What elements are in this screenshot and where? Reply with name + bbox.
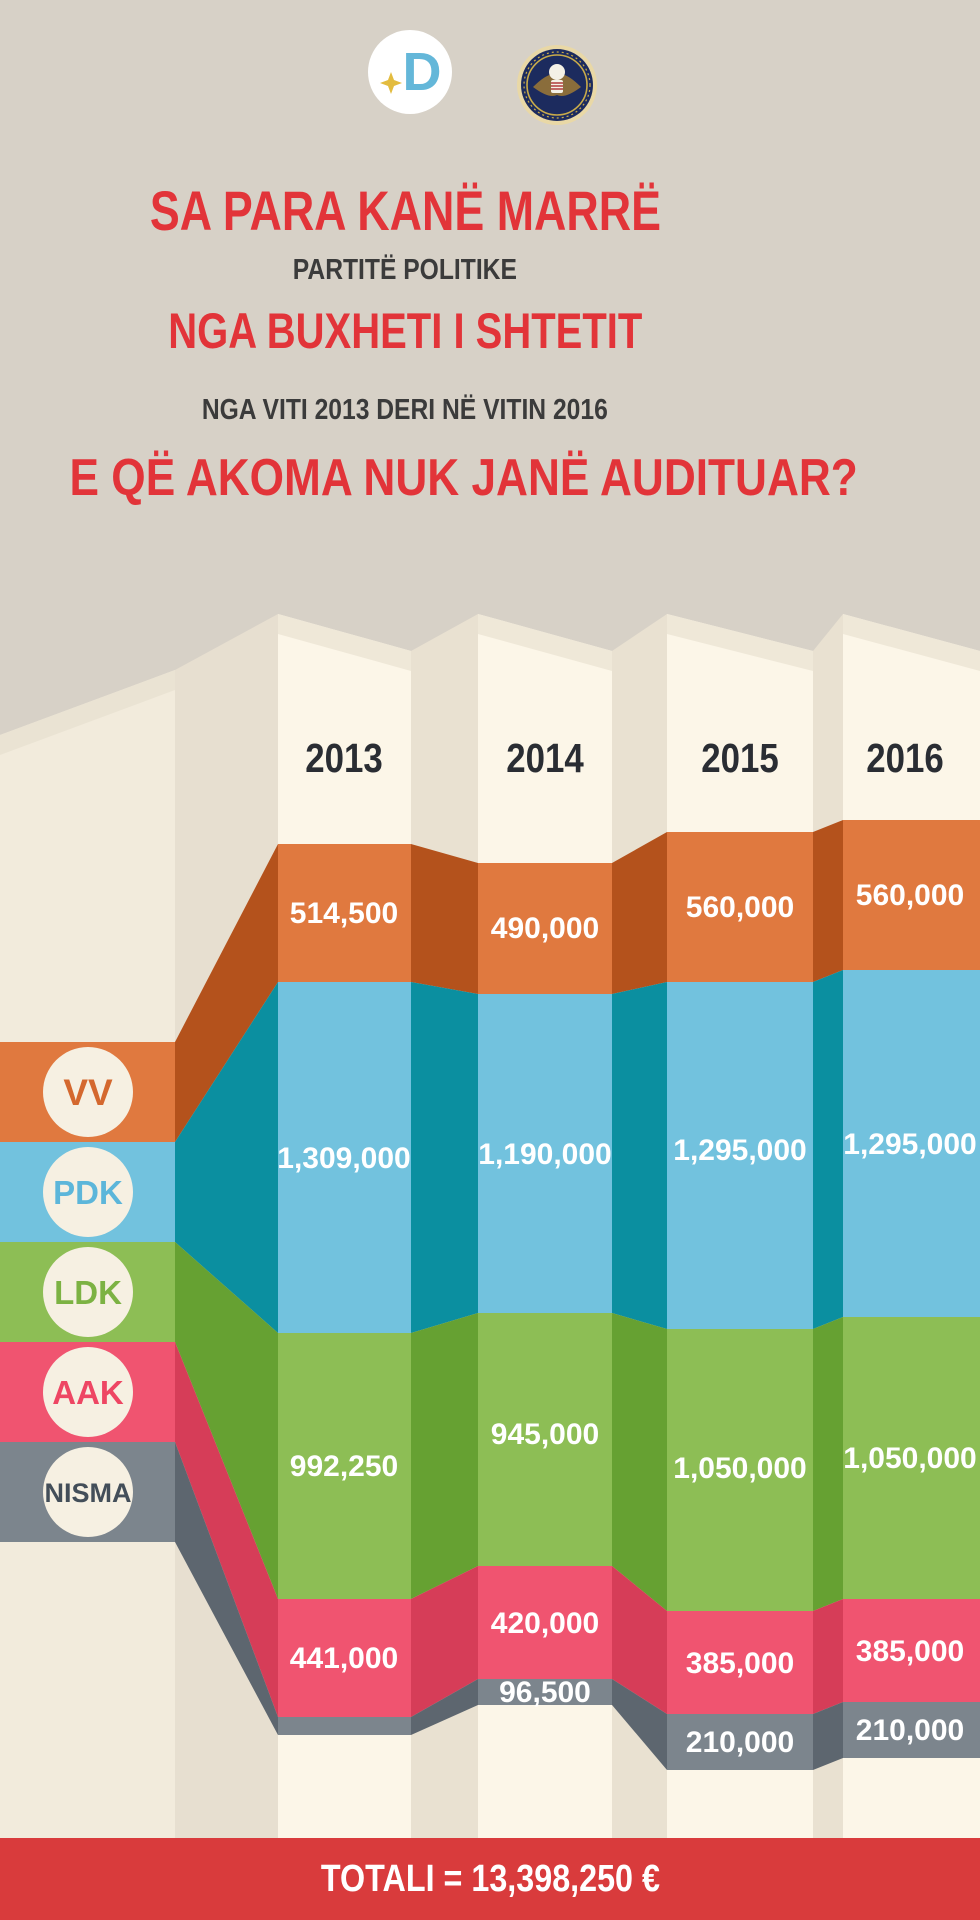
value-pdk-2014: 1,190,000 bbox=[478, 1138, 611, 1171]
legend: VV PDK LDK AAK NISMA bbox=[43, 1047, 133, 1537]
value-aak-2016: 385,000 bbox=[856, 1635, 964, 1668]
value-vv-2015: 560,000 bbox=[686, 891, 794, 924]
year-axis: 2013 2014 2015 2016 bbox=[305, 736, 943, 781]
value-nisma-2014: 96,500 bbox=[499, 1676, 591, 1709]
year-label-2013: 2013 bbox=[305, 736, 382, 781]
value-pdk-2015: 1,295,000 bbox=[673, 1134, 806, 1167]
legend-item-nisma: NISMA bbox=[43, 1447, 133, 1537]
value-aak-2015: 385,000 bbox=[686, 1647, 794, 1680]
legend-label-vv: VV bbox=[63, 1072, 113, 1113]
legend-label-nisma: NISMA bbox=[45, 1478, 132, 1508]
value-vv-2013: 514,500 bbox=[290, 897, 398, 930]
datum-d-logo-icon: D bbox=[368, 30, 452, 114]
ribbon-ldk bbox=[0, 1242, 980, 1611]
value-aak-2014: 420,000 bbox=[491, 1607, 599, 1640]
value-pdk-2013: 1,309,000 bbox=[277, 1142, 410, 1175]
value-vv-2016: 560,000 bbox=[856, 879, 964, 912]
ribbon-pdk bbox=[0, 970, 980, 1333]
page-title-text: SA PARA KANË MARRË bbox=[149, 179, 661, 242]
ribbon-aak bbox=[0, 1342, 980, 1717]
total-bar: TOTALI = 13,398,250 € bbox=[0, 1838, 980, 1920]
legend-label-pdk: PDK bbox=[53, 1174, 123, 1211]
year-label-2015: 2015 bbox=[701, 736, 778, 781]
year-label-2016: 2016 bbox=[866, 736, 943, 781]
legend-item-pdk: PDK bbox=[43, 1147, 133, 1237]
value-nisma-2015: 210,000 bbox=[686, 1726, 794, 1759]
page-title: SA PARA KANË MARRË bbox=[0, 178, 810, 243]
legend-item-vv: VV bbox=[43, 1047, 133, 1137]
value-ldk-2013: 992,250 bbox=[290, 1450, 398, 1483]
legend-item-ldk: LDK bbox=[43, 1247, 133, 1337]
header-logos: D bbox=[0, 24, 980, 154]
subtitle-period-text: NGA VITI 2013 DERI NË VITIN 2016 bbox=[202, 394, 608, 426]
subtitle-2-text: NGA BUXHETI I SHTETIT bbox=[167, 303, 643, 359]
subtitle-question-text: E QË AKOMA NUK JANË AUDITUAR? bbox=[69, 449, 858, 507]
subtitle-question: E QË AKOMA NUK JANË AUDITUAR? bbox=[0, 448, 858, 508]
value-ldk-2015: 1,050,000 bbox=[673, 1452, 806, 1485]
ribbon-vv bbox=[0, 820, 980, 1142]
legend-item-aak: AAK bbox=[43, 1347, 133, 1437]
value-vv-2014: 490,000 bbox=[491, 912, 599, 945]
value-aak-2013: 441,000 bbox=[290, 1642, 398, 1675]
legend-label-ldk: LDK bbox=[54, 1274, 122, 1311]
subtitle-2: NGA BUXHETI I SHTETIT bbox=[0, 302, 810, 360]
us-embassy-seal-icon bbox=[517, 45, 597, 125]
value-pdk-2016: 1,295,000 bbox=[843, 1128, 976, 1161]
legend-label-aak: AAK bbox=[52, 1374, 124, 1411]
year-label-2014: 2014 bbox=[506, 736, 583, 781]
value-nisma-2016: 210,000 bbox=[856, 1714, 964, 1747]
value-ldk-2016: 1,050,000 bbox=[843, 1442, 976, 1475]
subtitle-1-text: PARTITË POLITIKE bbox=[292, 254, 518, 286]
svg-text:D: D bbox=[403, 42, 442, 102]
subtitle-1: PARTITË POLITIKE bbox=[0, 254, 810, 287]
subtitle-period: NGA VITI 2013 DERI NË VITIN 2016 bbox=[0, 394, 810, 427]
value-labels: 514,500 490,000 560,000 560,000 1,309,00… bbox=[277, 879, 976, 1759]
total-label: TOTALI = 13,398,250 € bbox=[320, 1857, 660, 1900]
value-ldk-2014: 945,000 bbox=[491, 1418, 599, 1451]
